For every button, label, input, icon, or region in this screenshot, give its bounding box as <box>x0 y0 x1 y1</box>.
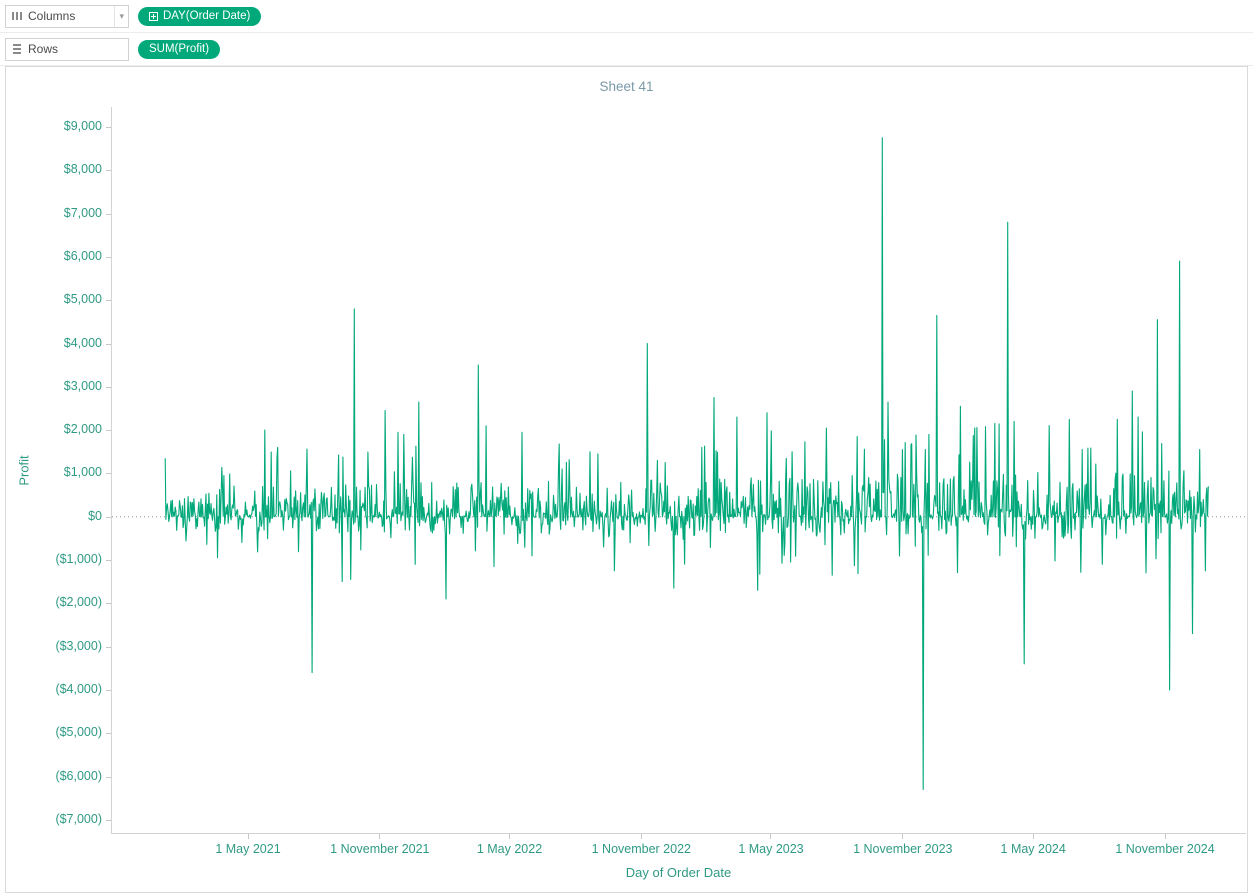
y-tick-label: $5,000 <box>63 292 102 307</box>
y-tick-label: $7,000 <box>63 205 102 220</box>
y-tick-label: ($1,000) <box>55 552 102 566</box>
y-tick-label: $0 <box>88 508 102 523</box>
y-tick-label: $1,000 <box>63 465 102 480</box>
x-tick-label: 1 November 2023 <box>853 842 953 856</box>
x-tick-mark <box>770 834 772 839</box>
y-tick-mark <box>106 343 111 345</box>
y-tick-mark <box>106 733 111 735</box>
y-tick-label: ($2,000) <box>55 595 102 610</box>
y-tick-label: ($7,000) <box>55 811 102 826</box>
y-tick-mark <box>106 473 111 475</box>
profit-line-chart[interactable] <box>112 107 1246 834</box>
pill-sum-profit[interactable]: SUM(Profit) <box>138 39 221 59</box>
y-tick-mark <box>106 300 111 302</box>
y-tick-mark <box>106 256 111 258</box>
y-tick-mark <box>106 646 111 648</box>
rows-list-icon <box>12 44 22 54</box>
x-tick-mark <box>379 834 381 839</box>
columns-grid-icon <box>12 11 22 21</box>
y-tick-mark <box>106 170 111 172</box>
expand-plus-icon[interactable] <box>149 11 158 21</box>
y-tick-label: $6,000 <box>63 248 102 263</box>
x-tick-mark <box>1032 834 1034 839</box>
x-tick-label: 1 November 2024 <box>1115 842 1215 856</box>
y-tick-mark <box>106 213 111 215</box>
pill-label: DAY(Order Date) <box>163 10 251 22</box>
y-axis-title: Profit <box>16 455 32 486</box>
x-tick-mark <box>1164 834 1166 839</box>
x-tick-mark <box>247 834 249 839</box>
rows-shelf-row: Rows SUM(Profit) <box>0 33 1253 66</box>
y-tick-mark <box>106 819 111 821</box>
y-axis: $9,000 $8,000 $7,000 $6,000 $5,000 $4,000 $3,0… <box>36 107 111 834</box>
pill-day-order-date[interactable]: DAY(Order Date) <box>138 6 262 26</box>
y-tick-label: $8,000 <box>63 162 102 177</box>
rows-shelf-label: Rows <box>28 42 59 56</box>
y-tick-mark <box>106 430 111 432</box>
y-tick-label: ($4,000) <box>55 681 102 696</box>
columns-shelf[interactable]: Columns ▾ <box>5 4 129 28</box>
x-tick-label: 1 November 2022 <box>591 842 691 856</box>
y-tick-mark <box>106 603 111 605</box>
columns-shelf-label: Columns <box>28 9 76 23</box>
x-axis-title: Day of Order Date <box>625 865 732 880</box>
y-tick-mark <box>106 560 111 561</box>
y-tick-label: $4,000 <box>63 335 102 350</box>
profit-line-series <box>164 137 1209 791</box>
x-tick-mark <box>902 834 904 839</box>
x-tick-label: 1 November 2021 <box>330 842 430 856</box>
y-tick-label: $9,000 <box>63 119 102 133</box>
y-tick-mark <box>106 127 111 128</box>
y-tick-label: ($6,000) <box>55 768 102 783</box>
sheet-title[interactable]: Sheet 41 <box>599 79 654 94</box>
pill-label: SUM(Profit) <box>149 43 210 55</box>
columns-shelf-row: Columns ▾ DAY(Order Date) <box>0 0 1253 33</box>
y-tick-label: $3,000 <box>63 378 102 393</box>
x-axis: 1 May 2021 1 November 2021 1 May 2022 1 Nov… <box>111 834 1246 862</box>
y-tick-label: ($3,000) <box>55 638 102 653</box>
y-tick-label: $2,000 <box>63 422 102 437</box>
worksheet-card: Sheet 41 Profit $9,000 $8,000 $7,000 $6,000… <box>5 66 1248 893</box>
y-tick-mark <box>106 689 111 691</box>
rows-shelf[interactable]: Rows <box>5 37 129 61</box>
x-tick-label: 1 May 2024 <box>1000 842 1066 856</box>
chart-plot-area[interactable] <box>111 107 1246 834</box>
x-tick-mark <box>509 834 510 839</box>
x-tick-label: 1 May 2022 <box>476 842 543 856</box>
y-tick-mark <box>106 776 111 778</box>
shelf-area: Columns ▾ DAY(Order Date) <box>0 0 1253 66</box>
y-tick-mark <box>106 516 111 518</box>
x-tick-label: 1 May 2021 <box>215 842 281 856</box>
x-tick-mark <box>640 834 642 839</box>
y-tick-mark <box>106 386 111 388</box>
y-tick-label: ($5,000) <box>55 725 102 740</box>
x-tick-label: 1 May 2023 <box>738 842 804 856</box>
chevron-down-icon[interactable]: ▾ <box>114 5 124 27</box>
